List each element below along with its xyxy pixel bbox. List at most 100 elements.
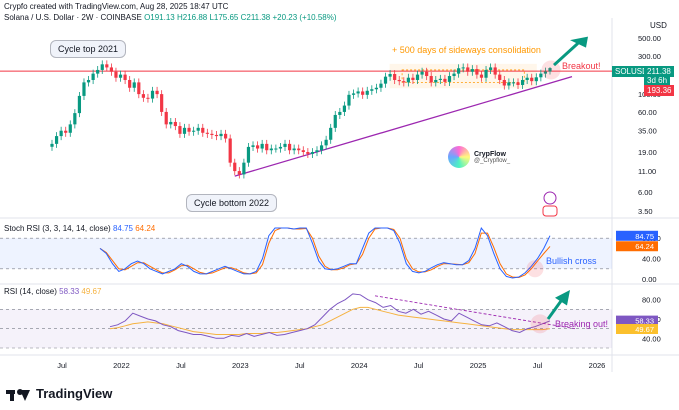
candle-body: [406, 77, 410, 83]
candle-body: [292, 148, 296, 151]
x-tick-label: Jul: [57, 361, 67, 370]
candle-body: [219, 133, 223, 137]
x-tick-label: Jul: [176, 361, 186, 370]
stoch-k-value: 84.75: [112, 224, 133, 233]
crypflow-name: CrypFlow: [474, 150, 506, 158]
candle-body: [319, 145, 324, 151]
x-tick-label: Jul: [295, 361, 305, 370]
stoch-rsi-title[interactable]: Stoch RSI (3, 3, 14, 14, close) 84.75 64…: [4, 224, 155, 233]
rsi-title[interactable]: RSI (14, close) 58.33 49.67: [4, 287, 101, 296]
candle-body: [86, 79, 91, 83]
flash-icon: [543, 191, 557, 205]
candle-body: [96, 69, 100, 74]
breakout-annotation: Breakout!: [562, 61, 601, 71]
candle-body: [228, 138, 232, 163]
candle-body: [374, 87, 378, 90]
candle-body: [466, 67, 470, 72]
symbol-info[interactable]: Solana / U.S. Dollar · 2W · COINBASE O19…: [4, 13, 337, 22]
stoch-band: [0, 238, 612, 269]
candle-body: [242, 162, 246, 175]
stoch-k-tag-bg: [616, 230, 658, 241]
candle-body: [397, 79, 401, 82]
candle-body: [457, 68, 461, 74]
candle-body: [269, 148, 273, 151]
candle-body: [315, 150, 319, 153]
candle-body: [498, 74, 502, 80]
rsi-tag: 58.33: [635, 317, 654, 326]
price-tick-label: 300.00: [638, 52, 661, 61]
candle-body: [77, 95, 82, 114]
candle-body: [452, 73, 456, 77]
breakout-arrow-shaft: [552, 42, 580, 67]
x-tick-label: 2026: [589, 361, 606, 370]
price-tick-label: 19.00: [638, 148, 657, 157]
candle-body: [502, 79, 506, 86]
cycle-top-callout: Cycle top 2021: [50, 40, 127, 58]
bullish-cross-circle: [526, 260, 544, 278]
candle-body: [520, 79, 525, 85]
candle-body: [347, 94, 351, 106]
candle-body: [146, 97, 150, 99]
candle-body: [443, 78, 447, 82]
candle-body: [301, 150, 305, 153]
price-tick-label: 60.00: [638, 108, 657, 117]
candle-body: [383, 76, 388, 84]
breaking-out-circle: [530, 314, 550, 334]
candle-body: [141, 94, 145, 98]
candle-body: [425, 71, 429, 77]
candle-body: [205, 132, 209, 134]
countdown-tag: 3d 6h: [644, 75, 671, 86]
candle-body: [150, 90, 155, 99]
candle-body: [233, 162, 237, 172]
x-tick-label: Jul: [414, 361, 424, 370]
candle-body: [393, 74, 397, 80]
candle-body: [155, 90, 159, 95]
candle-body: [479, 74, 484, 78]
candle-body: [388, 74, 392, 77]
candle-body: [91, 73, 95, 80]
candle-body: [246, 146, 251, 163]
candle-body: [329, 127, 333, 140]
candle-body: [260, 143, 264, 149]
candle-body: [306, 152, 310, 154]
resistance-price-tag: 193.36: [644, 85, 675, 96]
candle-body: [415, 74, 420, 80]
candle-body: [54, 136, 59, 144]
x-tick-label: Jul: [533, 361, 543, 370]
rsi-arrow-head: [555, 290, 570, 306]
candle-body: [68, 124, 72, 133]
last-price-tag: 211.38: [644, 66, 674, 77]
candle-body: [118, 74, 123, 78]
candle-body: [438, 78, 442, 80]
candle-body: [210, 133, 214, 135]
candle-body: [278, 146, 283, 149]
candle-body: [128, 79, 132, 88]
candle-body: [310, 152, 315, 154]
candle-body: [132, 82, 136, 88]
candle-body: [50, 143, 54, 147]
candle-body: [73, 113, 77, 125]
candle-body: [539, 73, 543, 78]
candle-body: [287, 143, 292, 151]
candle-body: [338, 111, 342, 115]
candle-body: [324, 139, 328, 146]
x-tick-label: 2022: [113, 361, 130, 370]
candle-body: [534, 77, 538, 82]
candle-body: [123, 74, 127, 80]
symbol-price-tag: SOLUSD: [612, 66, 651, 77]
price-tick-label: 11.00: [638, 167, 656, 176]
candle-body: [420, 71, 424, 75]
rsi-trendline: [374, 295, 576, 330]
candle-body: [59, 130, 63, 137]
stoch-rsi-name: Stoch RSI (3, 3, 14, 14, close): [4, 224, 111, 233]
stoch-d-value: 64.24: [135, 224, 156, 233]
candle-body: [548, 68, 552, 72]
candle-body: [265, 143, 269, 151]
sideways-annotation: + 500 days of sideways consolidation: [392, 45, 541, 55]
candle-body: [525, 77, 529, 80]
tradingview-logo[interactable]: TradingView: [6, 386, 112, 401]
candle-body: [109, 67, 113, 72]
stoch-d-tag-bg: [616, 241, 658, 252]
candle-body: [333, 114, 337, 128]
candle-body: [411, 77, 415, 80]
